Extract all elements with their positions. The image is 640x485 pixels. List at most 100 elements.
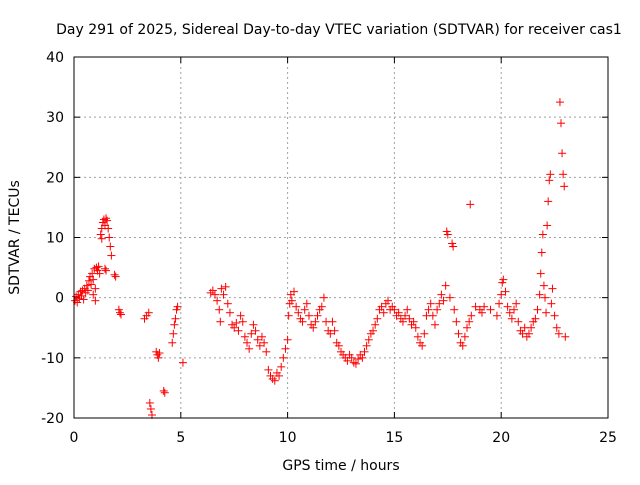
data-point: [449, 242, 458, 251]
data-point: [79, 295, 88, 304]
data-point: [292, 302, 301, 311]
data-point: [554, 329, 563, 338]
data-point: [411, 323, 420, 332]
data-point: [454, 329, 463, 338]
data-point: [557, 119, 566, 128]
data-point: [527, 323, 536, 332]
data-point: [88, 269, 97, 278]
data-point: [343, 356, 352, 365]
tick-labels: 0 5 10 15 20 25 -20 -10 0 10 20 30 40: [41, 50, 617, 446]
data-point: [507, 314, 516, 323]
data-point: [107, 251, 116, 260]
data-point: [452, 317, 461, 326]
data-point: [543, 221, 552, 230]
x-tick-label: 0: [70, 430, 79, 446]
data-point: [287, 296, 296, 305]
data-point: [76, 287, 85, 296]
data-point: [492, 311, 501, 320]
data-points: [71, 98, 570, 419]
data-point: [560, 182, 569, 191]
data-point: [536, 269, 545, 278]
data-point: [89, 290, 98, 299]
data-point: [100, 264, 109, 273]
data-point: [171, 314, 180, 323]
data-point: [251, 326, 260, 335]
x-tick-label: 15: [385, 430, 403, 446]
data-point: [544, 197, 553, 206]
data-point: [369, 326, 378, 335]
data-point: [418, 341, 427, 350]
data-point: [238, 317, 247, 326]
data-point: [497, 290, 506, 299]
data-point: [311, 317, 320, 326]
data-point: [354, 355, 363, 364]
data-point: [219, 290, 228, 299]
data-point: [155, 349, 164, 358]
data-point: [264, 365, 273, 374]
data-point: [236, 311, 245, 320]
data-point: [364, 335, 373, 344]
data-point: [173, 302, 182, 311]
data-point: [262, 347, 271, 356]
data-point: [290, 287, 299, 296]
data-point: [223, 299, 232, 308]
data-point: [249, 320, 258, 329]
data-point: [294, 308, 303, 317]
data-point: [283, 335, 292, 344]
data-point: [371, 320, 380, 329]
x-tick-label: 20: [492, 430, 510, 446]
data-point: [537, 248, 546, 257]
data-point: [284, 311, 293, 320]
data-point: [362, 341, 371, 350]
data-point: [480, 302, 489, 311]
chart-title: Day 291 of 2025, Sidereal Day-to-day VTE…: [56, 22, 622, 38]
data-point: [524, 329, 533, 338]
data-point: [514, 317, 523, 326]
y-tick-label: 40: [46, 50, 64, 66]
data-point: [210, 290, 219, 299]
data-point: [503, 302, 512, 311]
data-point: [230, 323, 239, 332]
data-point: [559, 170, 568, 179]
data-point: [221, 282, 230, 291]
data-point: [558, 149, 567, 158]
data-point: [104, 224, 113, 233]
data-point: [443, 230, 452, 239]
data-point: [403, 305, 412, 314]
data-point: [257, 332, 266, 341]
y-axis-label: SDTVAR / TECUs: [7, 180, 23, 295]
data-point: [330, 326, 339, 335]
data-point: [302, 299, 311, 308]
data-point: [349, 358, 358, 367]
data-point: [275, 371, 284, 380]
data-point: [555, 98, 564, 107]
data-point: [319, 293, 328, 302]
data-point: [82, 281, 91, 290]
data-point: [439, 296, 448, 305]
data-point: [390, 305, 399, 314]
data-point: [398, 317, 407, 326]
data-point: [106, 242, 115, 251]
data-point: [144, 308, 153, 317]
data-point: [300, 305, 309, 314]
data-point: [298, 317, 307, 326]
data-point: [533, 305, 542, 314]
data-point: [77, 291, 86, 300]
data-point: [394, 308, 403, 317]
data-point: [213, 296, 222, 305]
data-point: [546, 170, 555, 179]
data-point: [550, 311, 559, 320]
data-point: [255, 341, 264, 350]
data-point: [90, 264, 99, 273]
data-point: [347, 353, 356, 362]
data-point: [441, 281, 450, 290]
data-point: [458, 341, 467, 350]
y-tick-label: -20: [41, 411, 64, 427]
data-point: [377, 302, 386, 311]
data-point: [426, 299, 435, 308]
data-point: [240, 332, 249, 341]
data-point: [501, 287, 510, 296]
data-point: [561, 332, 570, 341]
data-point: [505, 308, 514, 317]
data-point: [540, 293, 549, 302]
